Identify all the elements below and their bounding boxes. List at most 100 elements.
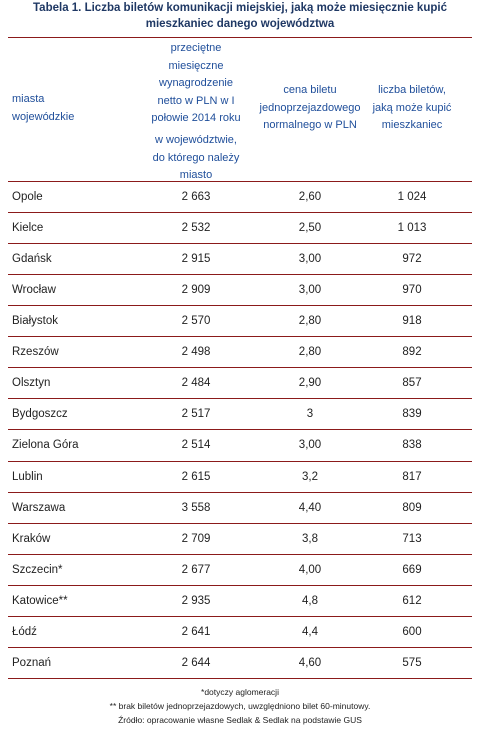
- header-cell: do którego należy: [152, 151, 240, 164]
- value-cell: 2 484: [181, 377, 211, 390]
- row-rule: [8, 305, 472, 307]
- value-cell: 2 709: [181, 532, 211, 545]
- value-cell: 2,80: [298, 315, 322, 328]
- value-cell: 3: [306, 408, 314, 421]
- header-cell: przeciętne: [170, 42, 222, 54]
- value-cell: 4,00: [298, 563, 322, 576]
- row-rule: [8, 584, 472, 586]
- header-rule: [8, 37, 472, 38]
- row-rule: [8, 491, 472, 493]
- value-cell: 2 532: [181, 222, 211, 235]
- value-cell: 817: [402, 470, 422, 483]
- value-cell: 2 935: [181, 594, 211, 607]
- row-rule: [8, 212, 472, 214]
- header-cell: w województwie,: [155, 134, 237, 146]
- city-cell: Lublin: [12, 470, 43, 483]
- header-cell: liczba biletów,: [378, 84, 446, 96]
- row-rule: [8, 522, 472, 524]
- value-cell: 2 517: [181, 408, 211, 421]
- value-cell: 2,50: [298, 222, 322, 235]
- value-cell: 2 498: [181, 346, 211, 359]
- table-title: Tabela 1. Liczba biletów komunikacji mie…: [33, 2, 447, 14]
- header-cell: jaką może kupić: [372, 101, 452, 114]
- header-cell: netto w PLN w I: [157, 94, 235, 107]
- value-cell: 2 641: [181, 625, 211, 638]
- value-cell: 809: [402, 501, 422, 514]
- city-cell: Gdańsk: [12, 253, 52, 266]
- city-cell: Poznań: [12, 656, 52, 669]
- value-cell: 2 570: [181, 315, 211, 328]
- city-cell: Olsztyn: [12, 377, 51, 390]
- header-cell: cena biletu: [283, 84, 337, 96]
- city-cell: Białystok: [12, 315, 59, 328]
- value-cell: 2,90: [298, 377, 322, 390]
- footnote: *dotyczy aglomeracji: [201, 687, 279, 697]
- value-cell: 3,00: [298, 439, 322, 452]
- value-cell: 892: [402, 346, 422, 359]
- value-cell: 713: [402, 532, 422, 545]
- city-cell: Warszawa: [12, 501, 66, 514]
- value-cell: 612: [402, 594, 422, 607]
- value-cell: 2 909: [181, 284, 211, 297]
- city-cell: Kielce: [12, 222, 44, 235]
- value-cell: 3 558: [181, 501, 211, 514]
- city-cell: Rzeszów: [12, 346, 59, 359]
- header-cell: wojewódzkie: [12, 110, 75, 123]
- row-rule: [8, 646, 472, 648]
- footnote: Źródło: opracowanie własne Sedlak & Sedl…: [118, 715, 362, 725]
- row-rule: [8, 429, 472, 431]
- value-cell: 1 024: [397, 191, 427, 203]
- row-rule: [8, 181, 472, 182]
- value-cell: 3,00: [298, 284, 322, 297]
- value-cell: 970: [402, 284, 422, 297]
- city-cell: Bydgoszcz: [12, 408, 68, 421]
- row-rule: [8, 274, 472, 276]
- footnote: ** brak biletów jednoprzejazdowych, uwzg…: [109, 701, 371, 711]
- value-cell: 575: [402, 656, 422, 669]
- row-rule: [8, 398, 472, 400]
- value-cell: 4,60: [298, 656, 322, 669]
- value-cell: 2 663: [181, 191, 211, 203]
- value-cell: 4,4: [302, 625, 318, 638]
- value-cell: 2 514: [181, 439, 211, 452]
- value-cell: 669: [402, 563, 422, 576]
- header-cell: miasto: [179, 169, 213, 182]
- value-cell: 839: [402, 408, 422, 421]
- city-cell: Zielona Góra: [12, 439, 79, 452]
- header-cell: jednoprzejazdowego: [259, 101, 361, 114]
- row-rule: [8, 460, 472, 462]
- value-cell: 2,60: [298, 191, 322, 203]
- row-rule: [8, 553, 472, 555]
- header-cell: miesięczne: [168, 59, 224, 72]
- city-cell: Łódź: [12, 625, 37, 638]
- value-cell: 3,2: [302, 470, 318, 483]
- row-rule: [8, 615, 472, 617]
- value-cell: 600: [402, 625, 422, 638]
- city-cell: Wrocław: [12, 284, 56, 297]
- header-cell: połowie 2014 roku: [151, 112, 241, 125]
- value-cell: 2,80: [298, 346, 322, 359]
- value-cell: 4,8: [302, 594, 318, 607]
- value-cell: 1 013: [397, 222, 427, 235]
- value-cell: 972: [402, 253, 422, 266]
- header-cell: normalnego w PLN: [263, 119, 357, 132]
- header-cell: mieszkaniec: [381, 119, 443, 132]
- bottom-rule: [8, 677, 472, 679]
- city-cell: Kraków: [12, 532, 51, 545]
- city-cell: Opole: [12, 191, 43, 203]
- value-cell: 2 644: [181, 656, 211, 669]
- value-cell: 918: [402, 315, 422, 328]
- table-title: mieszkaniec danego województwa: [145, 18, 335, 30]
- row-rule: [8, 336, 472, 338]
- header-cell: wynagrodzenie: [159, 77, 233, 90]
- value-cell: 4,40: [298, 501, 322, 514]
- value-cell: 3,00: [298, 253, 322, 266]
- value-cell: 838: [402, 439, 422, 452]
- value-cell: 2 677: [181, 563, 211, 576]
- city-cell: Katowice**: [12, 594, 68, 607]
- value-cell: 2 615: [181, 470, 211, 483]
- row-rule: [8, 367, 472, 369]
- value-cell: 3,8: [302, 532, 318, 545]
